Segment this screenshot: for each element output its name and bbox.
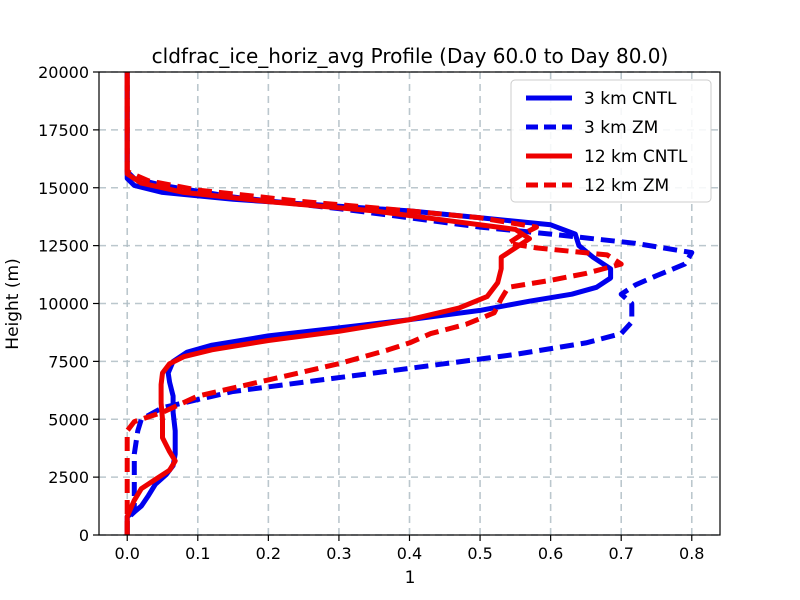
y-tick-label: 2500	[48, 468, 89, 487]
y-axis-label: Height (m)	[3, 258, 23, 349]
y-tick-label: 20000	[38, 63, 89, 82]
y-tick-label: 17500	[38, 121, 89, 140]
x-tick-label: 0.8	[679, 544, 704, 563]
y-tick-label: 15000	[38, 179, 89, 198]
x-tick-label: 0.6	[538, 544, 563, 563]
x-tick-label: 0.1	[185, 544, 210, 563]
legend-label: 3 km ZM	[584, 118, 658, 138]
y-tick-label: 10000	[38, 295, 89, 314]
chart-title: cldfrac_ice_horiz_avg Profile (Day 60.0 …	[152, 44, 669, 68]
y-tick-label: 5000	[48, 410, 89, 429]
legend-box	[510, 79, 712, 203]
x-tick-label: 0.4	[397, 544, 422, 563]
legend-label: 12 km CNTL	[584, 147, 688, 167]
y-axis: 0 2500 5000 7500 10000 12500 15000 17500 20000	[38, 63, 99, 545]
x-axis: 0.0 0.1 0.2 0.3 0.4 0.5 0.6 0.7 0.8	[115, 535, 704, 563]
x-tick-label: 0.0	[115, 544, 140, 563]
x-tick-label: 0.2	[256, 544, 281, 563]
y-tick-label: 0	[79, 526, 89, 545]
series-line-12-km-cntl	[124, 72, 532, 535]
x-tick-label: 0.5	[467, 544, 492, 563]
legend: 3 km CNTL 3 km ZM 12 km CNTL 12 km ZM	[510, 79, 712, 203]
series-lines	[124, 72, 695, 535]
x-axis-label: 1	[405, 568, 416, 588]
y-tick-label: 7500	[48, 352, 89, 371]
series-line-12-km-zm	[124, 72, 624, 535]
y-tick-label: 12500	[38, 237, 89, 256]
legend-label: 12 km ZM	[584, 176, 669, 196]
x-tick-label: 0.3	[326, 544, 351, 563]
x-tick-label: 0.7	[608, 544, 633, 563]
legend-label: 3 km CNTL	[584, 89, 677, 109]
